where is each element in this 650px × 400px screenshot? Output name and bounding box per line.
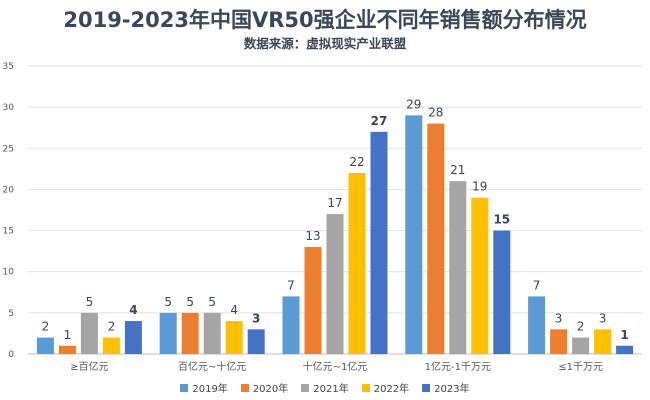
data-label: 5 bbox=[86, 295, 94, 309]
data-label: 15 bbox=[493, 213, 510, 227]
bar bbox=[493, 230, 511, 354]
legend-label-2022: 2022年 bbox=[373, 384, 410, 395]
data-label: 3 bbox=[555, 311, 563, 325]
data-label: 21 bbox=[450, 163, 465, 177]
data-label: 19 bbox=[472, 180, 487, 194]
bar bbox=[124, 321, 142, 354]
legend-swatch-2020 bbox=[240, 383, 249, 392]
bar bbox=[225, 321, 243, 354]
y-tick-label: 5 bbox=[8, 309, 14, 319]
data-label: 1 bbox=[620, 328, 628, 342]
chart-title: 2019-2023年中国VR50强企业不同年销售额分布情况 bbox=[63, 8, 587, 32]
y-tick-label: 0 bbox=[8, 350, 14, 360]
y-tick-label: 15 bbox=[3, 227, 14, 237]
legend-label-2021: 2021年 bbox=[313, 384, 349, 395]
legend-item-2019: 2019年 bbox=[180, 380, 228, 395]
y-tick-label: 10 bbox=[3, 268, 15, 278]
bar bbox=[348, 172, 366, 354]
data-label: 5 bbox=[208, 295, 216, 309]
bar bbox=[427, 123, 445, 354]
data-label: 1 bbox=[64, 328, 72, 342]
legend-swatch-2021 bbox=[301, 383, 310, 392]
bar bbox=[304, 247, 322, 354]
x-tick-label: 1亿元-1千万元 bbox=[425, 360, 491, 373]
legend-swatch-2023 bbox=[422, 383, 431, 392]
bar bbox=[159, 312, 177, 354]
bar bbox=[102, 337, 120, 354]
x-tick-label: ≥百亿元 bbox=[70, 360, 108, 373]
y-tick-label: 25 bbox=[3, 144, 14, 154]
bar bbox=[594, 329, 612, 354]
bar bbox=[36, 337, 54, 354]
bar bbox=[550, 329, 568, 354]
legend-label-2019: 2019年 bbox=[192, 384, 228, 395]
legend-swatch-2022 bbox=[361, 383, 370, 392]
legend: 2019年 2020年 2021年 2022年 2023年 bbox=[0, 380, 650, 395]
bar bbox=[181, 312, 199, 354]
data-label: 29 bbox=[406, 97, 421, 111]
legend-swatch-2019 bbox=[180, 383, 189, 392]
bar bbox=[370, 131, 388, 354]
data-label: 17 bbox=[327, 196, 342, 210]
bar bbox=[405, 115, 423, 354]
bar bbox=[616, 345, 634, 354]
bar bbox=[572, 337, 590, 354]
bar bbox=[247, 329, 265, 354]
data-label: 27 bbox=[371, 114, 388, 128]
bar bbox=[80, 312, 98, 354]
y-tick-label: 20 bbox=[3, 185, 15, 195]
bar bbox=[326, 214, 344, 354]
bar bbox=[203, 312, 221, 354]
bar bbox=[449, 181, 467, 354]
legend-item-2022: 2022年 bbox=[361, 380, 410, 395]
chart-subtitle: 数据来源：虚拟现实产业联盟 bbox=[243, 36, 407, 51]
legend-item-2020: 2020年 bbox=[240, 380, 289, 395]
data-label: 22 bbox=[349, 155, 364, 169]
data-label: 5 bbox=[164, 295, 172, 309]
bar bbox=[58, 345, 76, 354]
data-label: 2 bbox=[577, 320, 585, 334]
data-label: 4 bbox=[129, 303, 137, 317]
data-label: 3 bbox=[599, 311, 607, 325]
x-tick-label: ≤1千万元 bbox=[558, 361, 603, 373]
data-label: 4 bbox=[230, 303, 238, 317]
y-tick-label: 30 bbox=[3, 103, 15, 113]
y-tick-label: 35 bbox=[3, 62, 14, 72]
legend-label-2020: 2020年 bbox=[252, 384, 289, 395]
data-label: 7 bbox=[287, 278, 295, 292]
data-label: 2 bbox=[42, 320, 50, 334]
data-label: 5 bbox=[186, 295, 194, 309]
legend-item-2021: 2021年 bbox=[301, 380, 349, 395]
bar bbox=[282, 296, 300, 354]
data-label: 3 bbox=[252, 311, 260, 325]
x-tick-label: 百亿元~十亿元 bbox=[178, 360, 246, 373]
bar bbox=[528, 296, 546, 354]
data-label: 7 bbox=[533, 278, 541, 292]
legend-item-2023: 2023年 bbox=[422, 380, 470, 395]
legend-label-2023: 2023年 bbox=[434, 384, 470, 395]
data-label: 2 bbox=[108, 320, 116, 334]
bar bbox=[471, 197, 489, 354]
x-tick-label: 十亿元~1亿元 bbox=[303, 360, 368, 373]
data-label: 13 bbox=[305, 229, 320, 243]
data-label: 28 bbox=[428, 106, 443, 120]
